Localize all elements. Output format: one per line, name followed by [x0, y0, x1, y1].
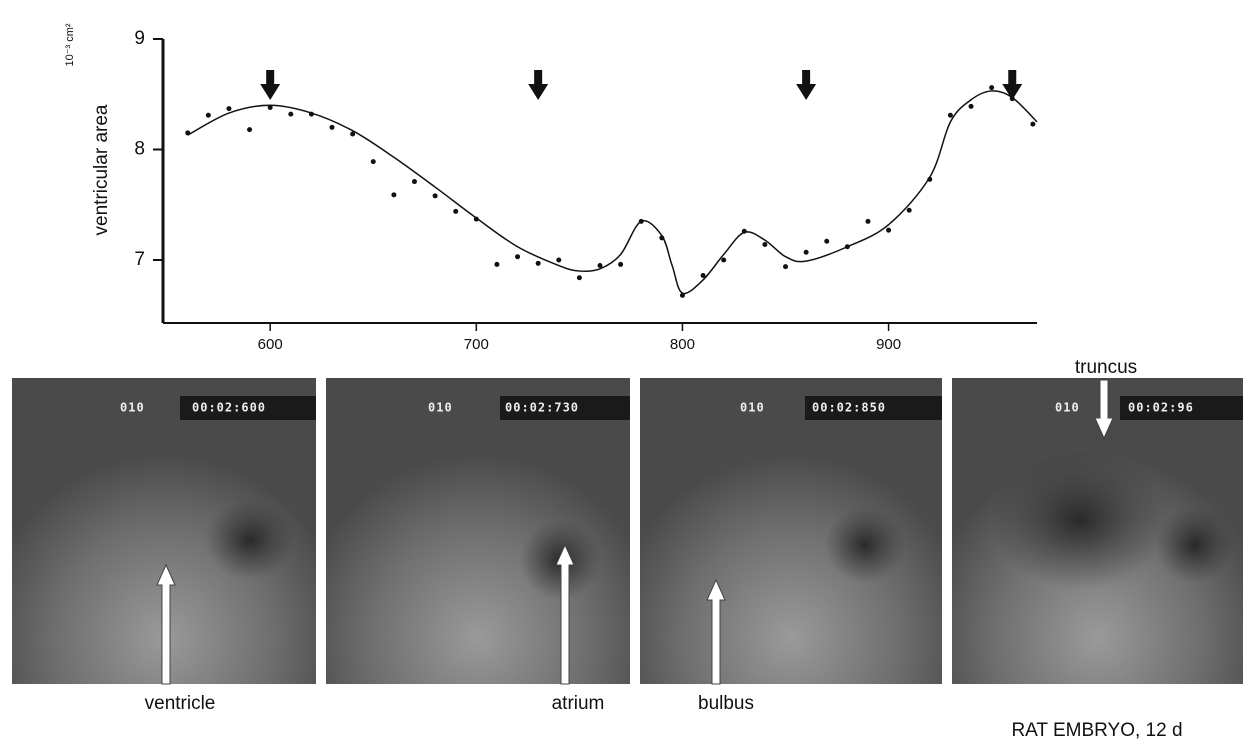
frame-label: bulbus [698, 693, 754, 714]
frame-label: atrium [552, 693, 605, 714]
marker-arrow [796, 70, 817, 100]
plot: 7 8 9 600 700 800 900 [134, 28, 1038, 353]
data-point [597, 263, 603, 269]
data-point [700, 272, 706, 278]
data-point [824, 238, 830, 244]
data-point [721, 257, 727, 263]
pointer [156, 563, 176, 685]
data-point [576, 275, 582, 281]
data-point [638, 218, 644, 224]
data-point [535, 260, 541, 266]
data-point [886, 227, 892, 233]
frame-label: truncus [1075, 357, 1137, 378]
data-point [411, 179, 417, 185]
pointer [1094, 379, 1114, 440]
x-tick-label: 900 [876, 336, 901, 353]
data-point [308, 111, 314, 117]
data-point [453, 208, 459, 214]
frame-label: ventricle [145, 693, 216, 714]
data-point [185, 130, 191, 136]
pointer [706, 578, 726, 685]
frame-counter: 010 [428, 401, 453, 415]
data-point [267, 105, 273, 111]
data-point [865, 218, 871, 224]
time-band [1120, 396, 1243, 420]
data-point [247, 127, 253, 133]
data-point [968, 103, 974, 109]
shadow [825, 507, 905, 583]
frames: 010 00:02:600 010 00:02:730 010 00:02:85… [12, 357, 1243, 741]
frame-counter: 010 [120, 401, 145, 415]
shadow [1155, 507, 1235, 583]
frame-time: 00:02:850 [812, 401, 886, 415]
y-axis-title: ventricular area [91, 104, 112, 235]
time-band [500, 396, 630, 420]
data-point [288, 111, 294, 117]
marker-arrow [528, 70, 549, 100]
frame-counter: 010 [740, 401, 765, 415]
data-point [906, 207, 912, 213]
data-point [927, 176, 933, 182]
time-band [180, 396, 316, 420]
data-point [432, 193, 438, 199]
data-point [391, 192, 397, 198]
data-point [473, 216, 479, 222]
data-point [494, 261, 500, 267]
shadow [205, 500, 295, 580]
data-point [329, 124, 335, 130]
data-point [783, 264, 789, 270]
data-point [226, 106, 232, 112]
frame-time: 00:02:600 [192, 401, 266, 415]
data-point [844, 244, 850, 250]
frame-time: 00:02:96 [1128, 401, 1194, 415]
data-point [515, 254, 521, 260]
data-point [989, 85, 995, 91]
marker-arrow [1002, 70, 1023, 100]
x-tick-label: 800 [670, 336, 695, 353]
data-point [556, 257, 562, 263]
y-tick-label: 8 [134, 139, 145, 160]
data-point [679, 292, 685, 298]
data-point [762, 242, 768, 248]
fit-curve [187, 90, 1038, 295]
data-point [659, 235, 665, 241]
time-band [805, 396, 942, 420]
data-point [803, 249, 809, 255]
data-point [350, 131, 356, 137]
x-tick-label: 700 [464, 336, 489, 353]
pointer-arrows [156, 379, 1114, 685]
data-point [205, 112, 211, 118]
data-point [618, 261, 624, 267]
data-point [947, 112, 953, 118]
pointer [555, 543, 575, 685]
data-point [741, 228, 747, 234]
y-tick-label: 9 [134, 28, 145, 49]
shadow [990, 450, 1170, 590]
data-point [1030, 121, 1036, 127]
x-tick-label: 600 [258, 336, 283, 353]
y-axis-unit: 10⁻³ cm² [64, 23, 76, 66]
frame-time: 00:02:730 [505, 401, 579, 415]
frame-counter: 010 [1055, 401, 1080, 415]
caption: RAT EMBRYO, 12 d [1011, 720, 1182, 741]
y-tick-label: 7 [134, 249, 145, 270]
data-point [370, 159, 376, 165]
marker-arrow [260, 70, 281, 100]
